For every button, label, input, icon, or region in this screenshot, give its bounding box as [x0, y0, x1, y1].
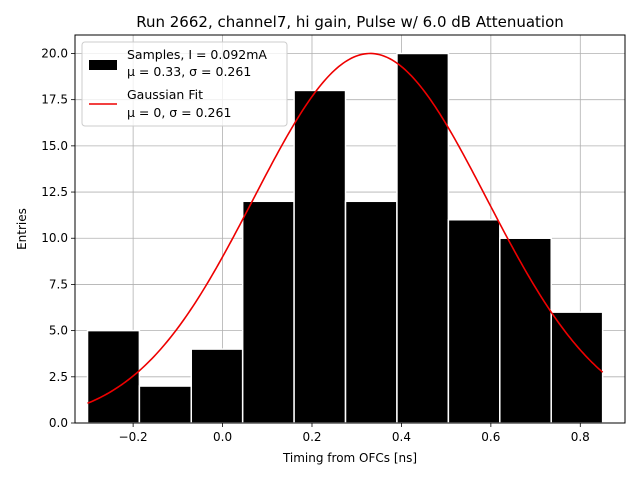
x-tick-label: 0.8 [571, 430, 590, 444]
y-tick-label: 5.0 [49, 324, 68, 338]
histogram-bar [86, 329, 141, 424]
y-tick-label: 15.0 [41, 139, 68, 153]
histogram-bar [190, 348, 244, 424]
x-axis-label: Timing from OFCs [ns] [282, 451, 417, 465]
y-axis-label: Entries [15, 208, 29, 250]
histogram-bar [550, 311, 604, 424]
y-tick-label: 17.5 [41, 93, 68, 107]
chart-title: Run 2662, channel7, hi gain, Pulse w/ 6.… [136, 13, 564, 31]
legend: Samples, I = 0.092mA μ = 0.33, σ = 0.261… [81, 41, 288, 127]
x-tick-label: −0.2 [119, 430, 148, 444]
y-ticks: 0.0 2.5 5.0 7.5 10.0 12.5 15.0 17.5 20.0 [41, 46, 75, 430]
legend-samples-label: Samples, I = 0.092mA [127, 47, 267, 62]
histogram-bar [447, 219, 501, 424]
histogram-bars [86, 52, 604, 424]
y-tick-label: 7.5 [49, 277, 68, 291]
legend-box [81, 41, 288, 127]
histogram-bar [293, 89, 347, 424]
histogram-bar [396, 52, 450, 424]
y-tick-label: 2.5 [49, 370, 68, 384]
y-tick-label: 0.0 [49, 416, 68, 430]
x-tick-label: 0.2 [302, 430, 321, 444]
x-tick-label: 0.4 [392, 430, 411, 444]
gaussian-fit-curve [87, 52, 604, 405]
x-tick-label: 0.6 [481, 430, 500, 444]
histogram-bar [241, 200, 295, 424]
histogram-bar [138, 385, 193, 424]
legend-samples-stats: μ = 0.33, σ = 0.261 [127, 64, 251, 79]
y-tick-label: 12.5 [41, 185, 68, 199]
y-tick-label: 10.0 [41, 231, 68, 245]
histogram-bar [344, 200, 398, 424]
legend-samples-swatch [89, 60, 117, 70]
legend-fit-label: Gaussian Fit [127, 87, 203, 102]
y-tick-label: 20.0 [41, 46, 68, 60]
legend-fit-stats: μ = 0, σ = 0.261 [127, 105, 231, 120]
histogram-bar [499, 237, 552, 424]
x-tick-label: 0.0 [213, 430, 232, 444]
x-ticks: −0.2 0.0 0.2 0.4 0.6 0.8 [119, 423, 590, 444]
plot-frame [74, 34, 626, 424]
